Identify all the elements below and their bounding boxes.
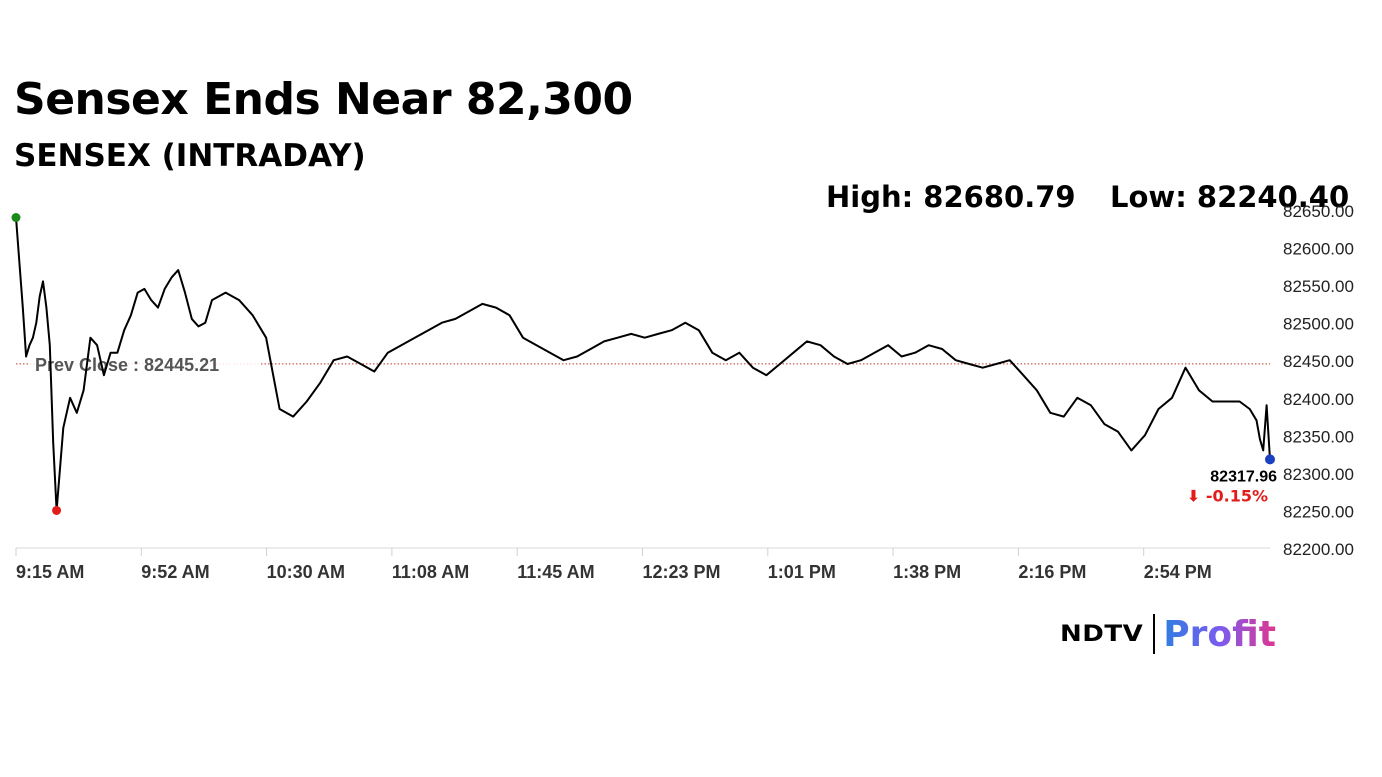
price-line	[15, 217, 1271, 512]
y-tick-label: 82650.00	[1283, 202, 1354, 221]
chart-subtitle: SENSEX (INTRADAY)	[14, 138, 366, 174]
low-marker	[52, 505, 62, 515]
prev-close-label-bg	[30, 351, 260, 376]
y-tick-label: 82550.00	[1283, 277, 1354, 296]
y-tick-label: 82350.00	[1283, 427, 1354, 446]
logo-profit-text: Profit	[1163, 613, 1276, 655]
x-tick-label: 1:01 PM	[768, 562, 836, 582]
last-marker	[1265, 454, 1275, 465]
y-tick-label: 82200.00	[1283, 540, 1354, 559]
chart-title: Sensex Ends Near 82,300	[14, 74, 633, 125]
y-tick-label: 82300.00	[1283, 465, 1354, 484]
prev-close-label: Prev Close : 82445.21	[35, 355, 219, 375]
low-stat: Low: 82240.40	[1110, 180, 1350, 214]
y-tick-label: 82400.00	[1283, 390, 1354, 409]
logo-divider	[1153, 614, 1156, 654]
logo-ndtv-text: NDTV	[1060, 621, 1144, 647]
x-tick-label: 1:38 PM	[893, 562, 961, 582]
x-tick-label: 11:08 AM	[392, 562, 469, 582]
x-tick-label: 2:16 PM	[1018, 562, 1086, 582]
ndtv-profit-logo: NDTV Profit	[1060, 612, 1276, 656]
x-tick-label: 11:45 AM	[517, 562, 594, 582]
x-tick-label: 9:15 AM	[16, 562, 84, 582]
y-tick-label: 82450.00	[1283, 352, 1354, 371]
change-label: ⬇ -0.15%	[1187, 486, 1268, 505]
x-tick-label: 2:54 PM	[1144, 562, 1212, 582]
y-tick-label: 82250.00	[1283, 502, 1354, 521]
y-tick-label: 82500.00	[1283, 315, 1354, 334]
x-tick-label: 9:52 AM	[141, 562, 209, 582]
x-tick-label: 10:30 AM	[267, 562, 345, 582]
high-stat: High: 82680.79	[826, 180, 1076, 214]
open-marker	[11, 213, 21, 223]
y-tick-label: 82600.00	[1283, 240, 1354, 259]
x-tick-label: 12:23 PM	[643, 562, 721, 582]
last-value-label: 82317.96	[1210, 468, 1277, 485]
